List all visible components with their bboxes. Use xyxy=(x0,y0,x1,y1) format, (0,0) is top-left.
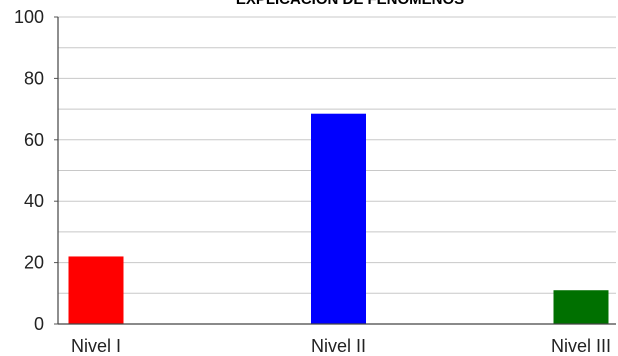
axes xyxy=(54,16,616,325)
x-tick-labels: Nivel I Nivel II Nivel III xyxy=(71,336,611,356)
y-tick-label: 100 xyxy=(14,7,44,27)
y-tick-labels: 0 20 40 60 80 100 xyxy=(14,7,44,334)
bars xyxy=(68,113,609,324)
y-tick-label: 40 xyxy=(24,191,44,211)
chart-title: EXPLICACION DE FENOMENOS xyxy=(140,0,560,8)
y-tick-label: 20 xyxy=(24,253,44,273)
y-tick-label: 0 xyxy=(34,314,44,334)
bar-nivel-ii xyxy=(311,113,366,324)
x-tick-label: Nivel II xyxy=(311,336,366,356)
y-tick-label: 60 xyxy=(24,130,44,150)
x-tick-label: Nivel III xyxy=(551,336,611,356)
y-tick-label: 80 xyxy=(24,68,44,88)
bar-nivel-iii xyxy=(553,290,609,324)
bar-nivel-i xyxy=(68,256,124,324)
x-tick-label: Nivel I xyxy=(71,336,121,356)
